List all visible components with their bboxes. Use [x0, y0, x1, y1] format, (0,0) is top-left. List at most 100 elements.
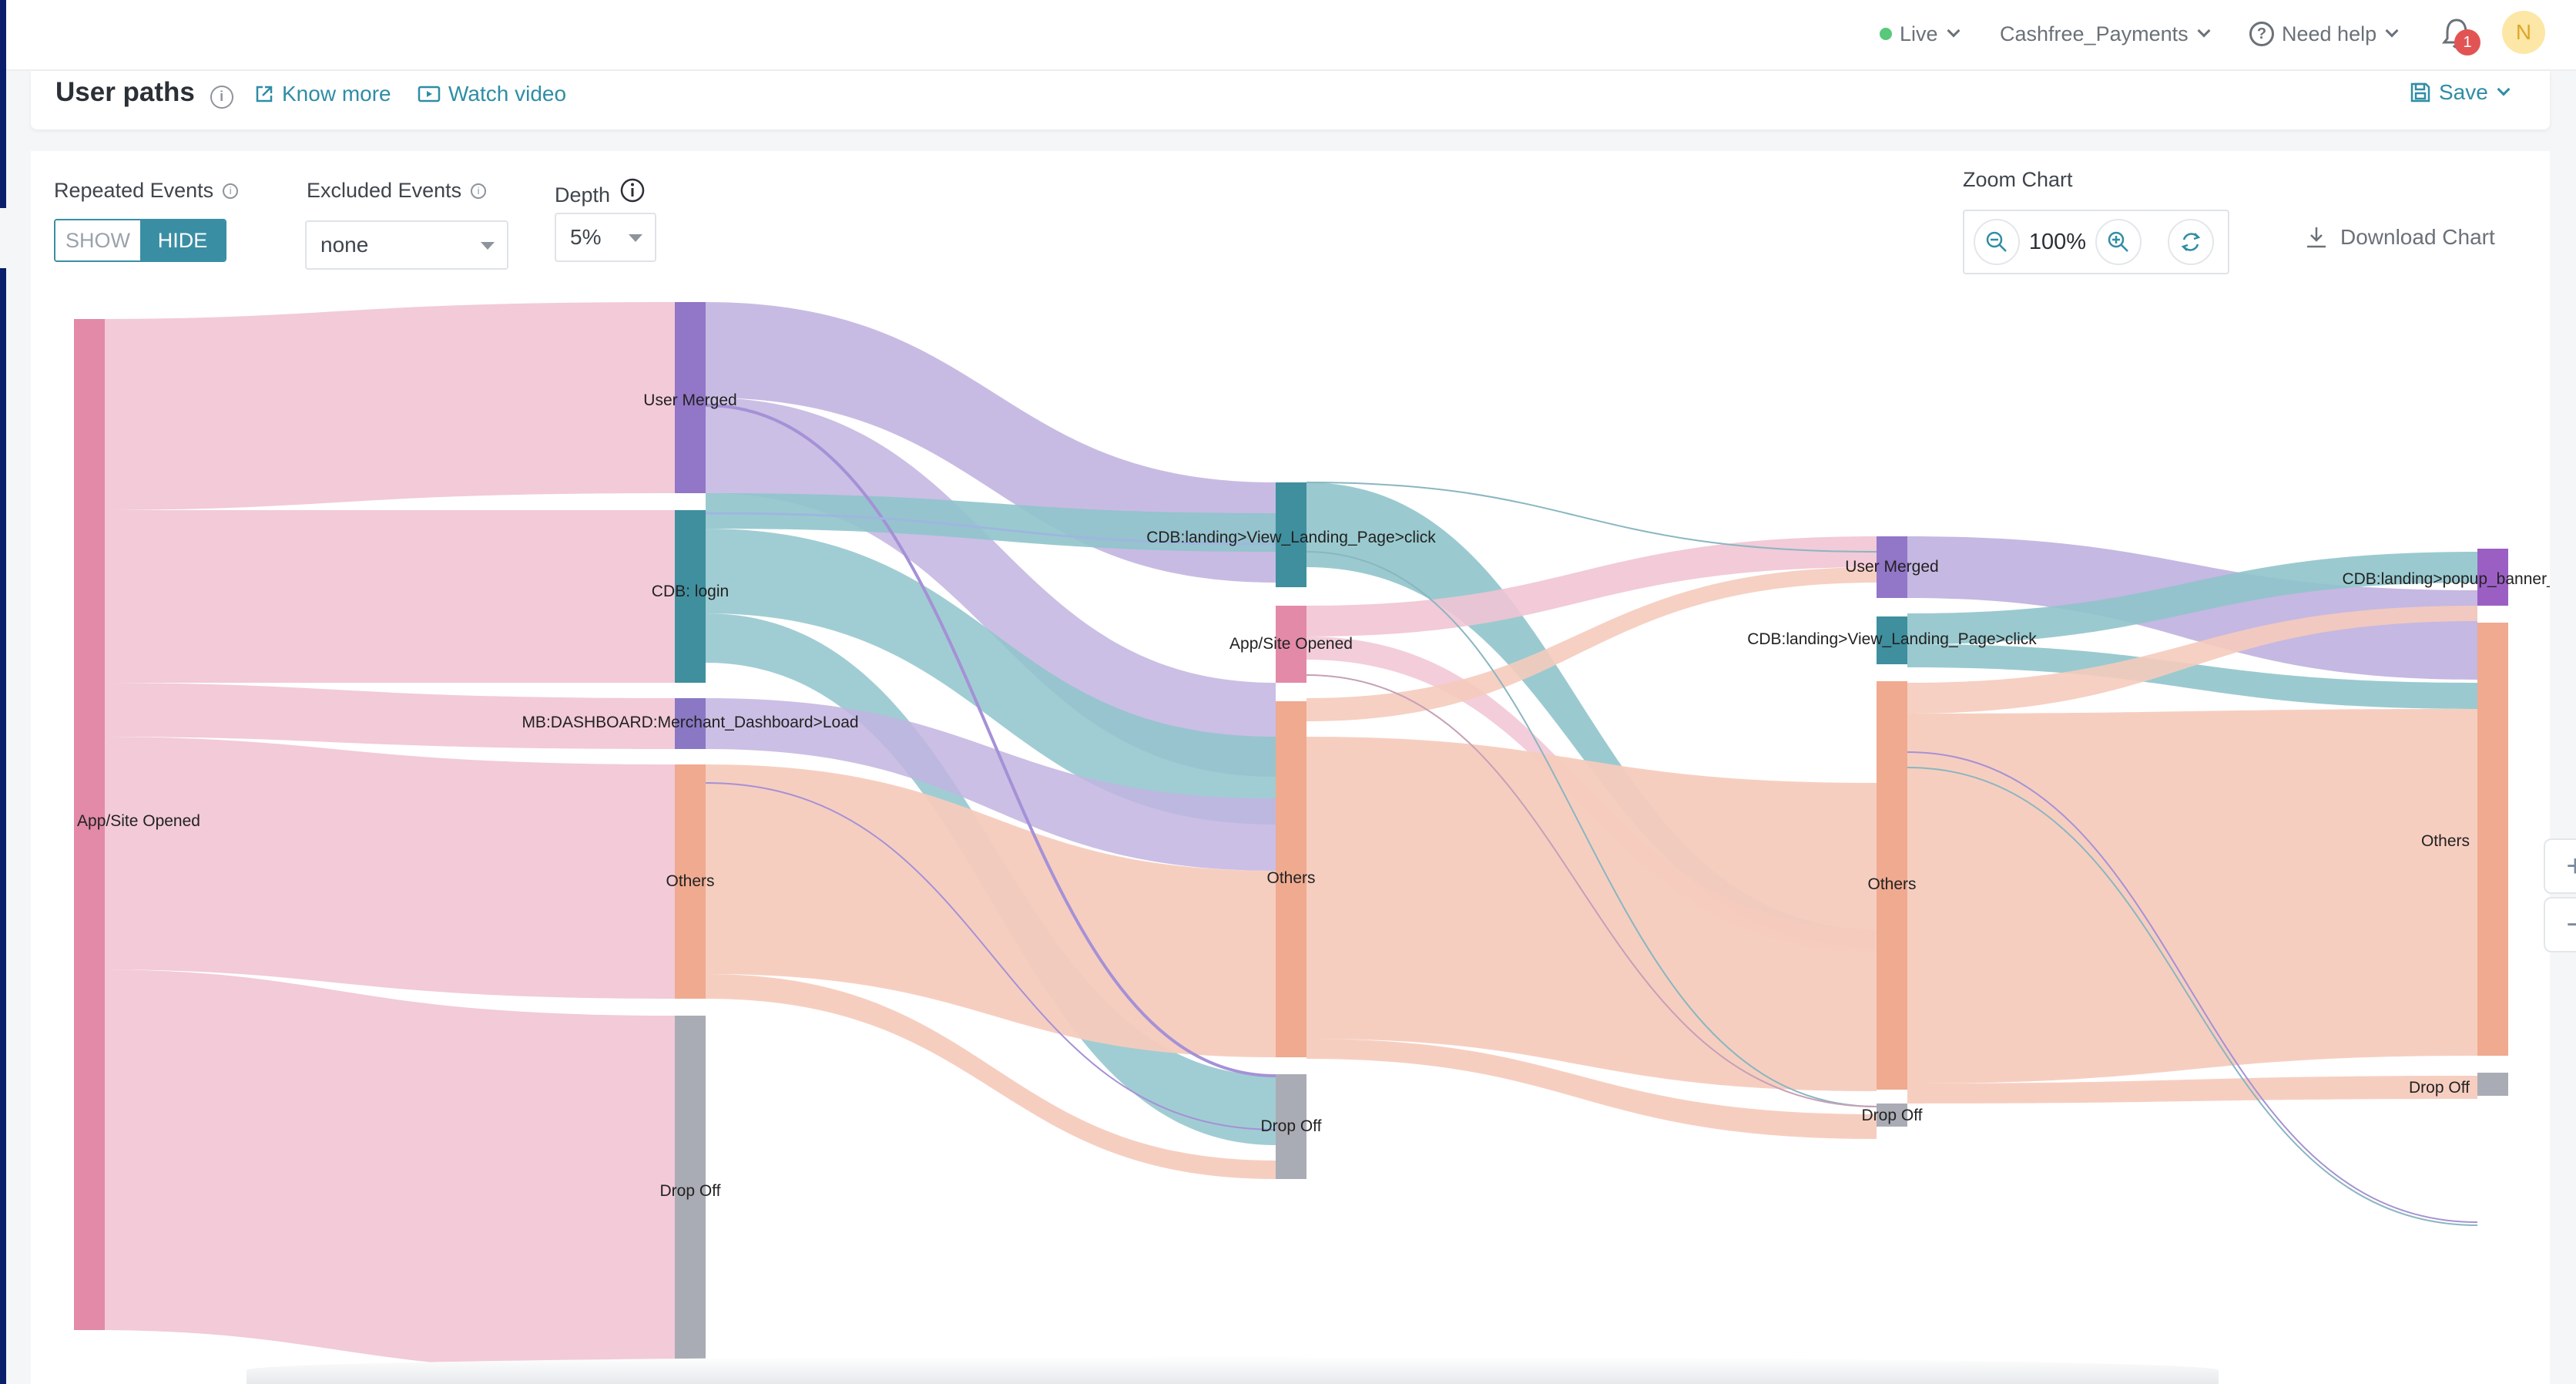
save-label: Save [2439, 80, 2488, 104]
sankey-node-label: MB:DASHBOARD:Merchant_Dashboard>Load [522, 714, 858, 731]
sankey-link[interactable] [1907, 709, 2477, 1083]
sankey-link[interactable] [1306, 1039, 1877, 1139]
sankey-node[interactable] [675, 302, 706, 493]
chevron-down-icon [1947, 24, 1961, 38]
sankey-node[interactable] [675, 1016, 706, 1373]
sankey-node[interactable] [1276, 482, 1306, 587]
sankey-node[interactable] [2477, 623, 2508, 1056]
sankey-link[interactable] [706, 398, 1276, 777]
notification-badge: 1 [2454, 29, 2480, 55]
sankey-node-label: Others [2421, 832, 2470, 850]
save-button[interactable]: Save [2410, 80, 2511, 105]
sankey-node-label: Others [1266, 869, 1315, 887]
sankey-links [89, 302, 2478, 1373]
sankey-link[interactable] [706, 698, 1276, 871]
depth-text: Depth [555, 183, 611, 207]
sankey-node[interactable] [1877, 536, 1907, 598]
sankey-node-label: CDB:landing>View_Landing_Page>click [1747, 630, 2037, 648]
env-selector[interactable]: Live [1880, 17, 1961, 51]
sankey-link[interactable] [1306, 567, 1877, 721]
sankey-node-label: CDB:landing>popup_banner_closed>click [2342, 570, 2550, 588]
live-status-icon [1880, 28, 1892, 40]
sankey-node[interactable] [1877, 1104, 1907, 1127]
sankey-link[interactable] [1306, 737, 1877, 1091]
sankey-node[interactable] [1276, 606, 1306, 683]
repeated-events-toggle[interactable]: SHOW HIDE [54, 219, 226, 262]
sankey-nodes [74, 302, 2508, 1373]
sankey-link [705, 404, 1276, 1077]
sankey-node[interactable] [1276, 701, 1306, 1057]
sankey-link [705, 512, 1276, 546]
sankey-node-label: Drop Off [2409, 1079, 2470, 1097]
sankey-node[interactable] [2477, 549, 2508, 606]
env-label: Live [1900, 22, 1938, 45]
show-option[interactable]: SHOW [55, 220, 140, 260]
sankey-link[interactable] [89, 737, 675, 999]
sankey-node[interactable] [675, 764, 706, 999]
sankey-link [705, 782, 1276, 1130]
sankey-node-label: Drop Off [1261, 1117, 1322, 1135]
zoom-out-icon [1986, 231, 2007, 252]
know-more-link[interactable]: Know more [254, 82, 391, 106]
left-nav-rail [0, 0, 6, 1384]
sankey-node[interactable] [1877, 616, 1907, 664]
sankey-node[interactable] [675, 510, 706, 683]
info-icon[interactable] [619, 177, 646, 203]
download-chart-button[interactable]: Download Chart [2305, 225, 2495, 250]
sankey-link[interactable] [1907, 644, 2477, 709]
sankey-node-label: Others [1867, 875, 1916, 893]
sankey-link[interactable] [1907, 1076, 2477, 1104]
sankey-labels: App/Site Opened User Merged CDB: login MB:D… [77, 391, 2550, 1200]
zoom-in-icon [2108, 231, 2128, 252]
video-icon [418, 86, 441, 102]
sankey-link [1306, 674, 1877, 1107]
sankey-link[interactable] [89, 683, 675, 749]
sankey-link[interactable] [706, 493, 1276, 552]
excluded-events-select[interactable]: none [305, 220, 508, 270]
sankey-link[interactable] [89, 510, 675, 683]
zoom-out-button[interactable] [1974, 219, 2020, 265]
sankey-link[interactable] [89, 969, 675, 1373]
depth-label: Depth [555, 173, 646, 207]
sankey-link[interactable] [89, 302, 675, 510]
zoom-in-button[interactable] [2095, 219, 2142, 265]
collapse-minus-button[interactable]: − [2544, 897, 2576, 952]
sankey-link[interactable] [706, 974, 1276, 1179]
sankey-node[interactable] [1276, 1074, 1306, 1179]
zoom-chart-label: Zoom Chart [1963, 168, 2073, 192]
sankey-node[interactable] [2477, 1073, 2508, 1096]
user-paths-sankey: App/Site Opened User Merged CDB: login MB:D… [74, 302, 2550, 1373]
refresh-icon [2181, 233, 2201, 251]
sankey-node[interactable] [1877, 681, 1907, 1090]
sankey-link[interactable] [1907, 552, 2477, 644]
help-menu[interactable]: ? Need help [2249, 17, 2399, 51]
expand-plus-button[interactable]: + [2544, 838, 2576, 894]
avatar[interactable]: N [2502, 11, 2545, 54]
sankey-node-label: CDB: login [652, 583, 729, 600]
sankey-link[interactable] [706, 764, 1276, 1057]
sankey-link [1907, 751, 2478, 1223]
hide-option[interactable]: HIDE [140, 220, 225, 260]
top-header: Live Cashfree_Payments ? Need help 1 N [6, 0, 2576, 71]
sankey-node[interactable] [675, 698, 706, 749]
sankey-node-label: App/Site Opened [1229, 635, 1353, 653]
rail-gap [0, 208, 6, 268]
chevron-down-icon [2385, 24, 2399, 38]
know-more-label: Know more [282, 82, 391, 106]
depth-value: 5% [570, 225, 602, 249]
sankey-link[interactable] [1907, 606, 2477, 714]
excluded-events-value: none [320, 233, 369, 257]
user-paths-panel: Repeated Events i SHOW HIDE Excluded Eve… [31, 151, 2576, 1384]
dropdown-arrow-icon [481, 242, 495, 250]
sankey-link [1306, 482, 1877, 553]
reset-zoom-button[interactable] [2168, 219, 2214, 265]
info-icon[interactable]: i [210, 85, 233, 109]
workspace-selector[interactable]: Cashfree_Payments [2000, 17, 2211, 51]
sankey-link[interactable] [1306, 536, 1877, 637]
watch-video-link[interactable]: Watch video [418, 82, 566, 106]
info-icon[interactable]: i [223, 183, 239, 199]
info-icon[interactable]: i [471, 183, 487, 199]
sankey-link[interactable] [706, 529, 1276, 825]
depth-select[interactable]: 5% [555, 213, 656, 262]
sankey-node[interactable] [74, 319, 105, 1330]
